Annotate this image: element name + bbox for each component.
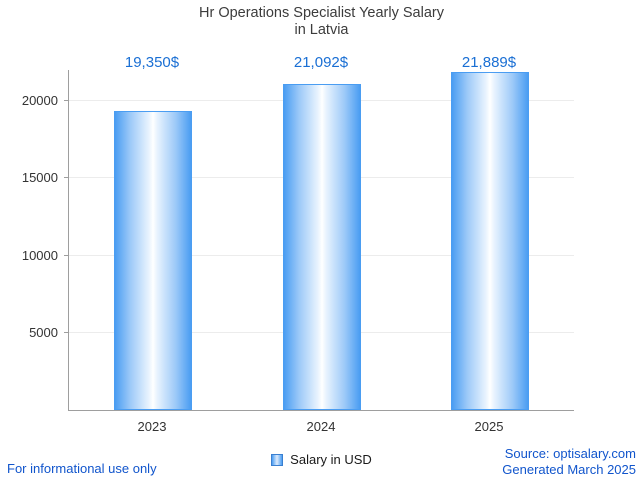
legend: Salary in USD [0,452,643,467]
generated-date: Generated March 2025 [502,462,636,477]
y-tick-label: 20000 [21,93,58,108]
disclaimer-text: For informational use only [7,461,157,476]
x-tick-label: 2024 [306,419,336,434]
x-tick-label: 2025 [474,419,504,434]
chart-title: Hr Operations Specialist Yearly Salary i… [0,5,643,39]
source-link[interactable]: Source: optisalary.com [504,446,636,461]
chart-title-line1: Hr Operations Specialist Yearly Salary [198,5,444,21]
y-axis-tick [64,332,69,333]
y-axis-tick [64,255,69,256]
y-tick-label: 10000 [21,248,58,263]
bar-2023 [114,111,192,410]
y-tick-label: 5000 [29,325,58,340]
bar-2025 [451,72,529,410]
x-tick-label: 2023 [137,419,167,434]
y-axis-tick [64,100,69,101]
bar-2024 [283,84,361,410]
bar-value-label: 21,092$ [293,54,349,71]
y-axis-tick [64,177,69,178]
legend-swatch-icon [271,453,284,466]
source-info: Source: optisalary.com Generated March 2… [502,446,636,478]
plot-area [64,70,574,411]
legend-label: Salary in USD [290,452,372,467]
y-tick-label: 15000 [21,170,58,185]
chart-title-line2: in Latvia [294,22,349,38]
bar-value-label: 19,350$ [124,54,180,71]
bar-value-label: 21,889$ [461,54,517,71]
